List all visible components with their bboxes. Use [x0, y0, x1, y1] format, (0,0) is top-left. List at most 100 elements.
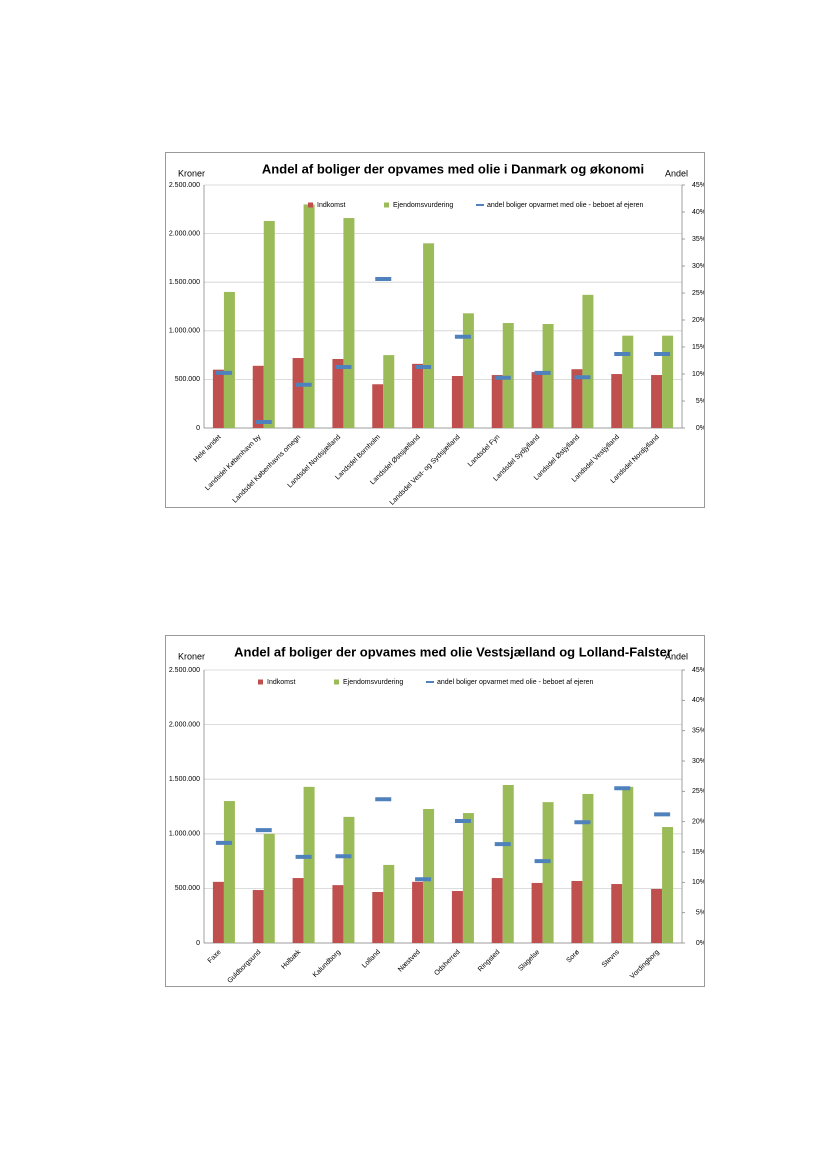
legend-swatch: [334, 679, 339, 685]
x-tick-label: Slagelse: [517, 949, 541, 973]
legend-swatch: [308, 202, 313, 208]
bar: [502, 784, 514, 943]
y2-tick-label: 30%: [692, 263, 705, 270]
x-tick-label: Landsdel Fyn: [467, 434, 502, 469]
bar: [292, 358, 304, 428]
chart: Andel af boliger der opvames med olie Ve…: [165, 635, 705, 987]
y-tick-label: 2.500.000: [169, 182, 200, 189]
y2-tick-label: 35%: [692, 728, 705, 735]
y2-tick-label: 20%: [692, 317, 705, 324]
bar: [372, 384, 384, 428]
bar: [491, 375, 503, 428]
legend-label: Indkomst: [267, 679, 295, 686]
legend-swatch: [258, 679, 263, 685]
x-tick-label: Faxe: [207, 949, 223, 965]
y-tick-label: 1.500.000: [169, 279, 200, 286]
bar: [252, 890, 264, 943]
bar: [502, 323, 514, 428]
bar: [571, 369, 583, 428]
x-tick-label: Odsherred: [433, 949, 461, 977]
y2-tick-label: 0%: [696, 940, 705, 947]
bar: [332, 358, 344, 428]
x-tick-label: Lolland: [361, 949, 382, 970]
y2-tick-label: 35%: [692, 236, 705, 243]
y2-tick-label: 40%: [692, 697, 705, 704]
bar: [383, 355, 395, 428]
y2-tick-label: 30%: [692, 758, 705, 765]
bar: [582, 294, 594, 428]
bar: [451, 891, 463, 943]
x-tick-label: Sorø: [565, 948, 581, 964]
chart: Andel af boliger der opvames med olie i …: [165, 152, 705, 508]
y2-tick-label: 25%: [692, 290, 705, 297]
bar: [412, 881, 424, 943]
legend-label: andel boliger opvarmet med olie - beboet…: [437, 679, 594, 686]
chart-title: Andel af boliger der opvames med olie i …: [262, 161, 644, 176]
bar: [651, 888, 663, 943]
x-tick-label: Holbæk: [280, 948, 302, 970]
bar: [611, 884, 623, 943]
bar: [263, 220, 275, 428]
y-tick-label: 1.000.000: [169, 328, 200, 335]
y-tick-label: 0: [196, 940, 200, 947]
y2-tick-label: 10%: [692, 879, 705, 886]
x-tick-label: Guldborgsund: [226, 949, 262, 985]
x-tick-label: Næstved: [397, 949, 422, 974]
legend-label: Ejendomsvurdering: [393, 202, 453, 209]
y-tick-label: 500.000: [175, 376, 200, 383]
y-axis-label: Kroner: [178, 651, 205, 661]
y-tick-label: 0: [196, 425, 200, 432]
bar: [622, 335, 634, 428]
y-axis-label: Kroner: [178, 168, 205, 178]
bar: [662, 827, 674, 943]
bar: [372, 892, 384, 943]
bar: [383, 864, 395, 943]
bar: [462, 313, 474, 428]
bar: [651, 375, 663, 428]
bar: [531, 882, 543, 943]
y-tick-label: 2.000.000: [169, 230, 200, 237]
y2-tick-label: 40%: [692, 209, 705, 216]
bar: [212, 369, 224, 428]
x-tick-label: Hele landet: [193, 434, 223, 464]
x-tick-label: Stevns: [601, 948, 621, 968]
bar: [343, 816, 355, 943]
x-tick-label: Vordingborg: [629, 949, 661, 981]
x-tick-label: Landsdel Vest- og Sydsjælland: [389, 434, 462, 507]
bar: [303, 204, 315, 428]
bar: [491, 878, 503, 943]
y-tick-label: 2.500.000: [169, 667, 200, 674]
y2-tick-label: 45%: [692, 667, 705, 674]
y2-tick-label: 5%: [696, 398, 705, 405]
bar: [263, 833, 275, 943]
bar: [611, 374, 623, 428]
bar: [223, 801, 235, 943]
y-tick-label: 1.500.000: [169, 776, 200, 783]
y2-axis-label: Andel: [665, 168, 688, 178]
x-tick-label: Ringsted: [477, 949, 502, 974]
bar: [542, 802, 554, 943]
bar: [423, 809, 435, 943]
bar: [292, 878, 304, 943]
y2-tick-label: 45%: [692, 182, 705, 189]
legend-label: Indkomst: [317, 202, 345, 209]
y2-tick-label: 10%: [692, 371, 705, 378]
x-tick-label: Kalundborg: [312, 949, 342, 979]
legend-swatch: [384, 202, 389, 208]
y-tick-label: 2.000.000: [169, 721, 200, 728]
y2-tick-label: 0%: [696, 425, 705, 432]
bar: [332, 885, 344, 943]
bar: [303, 786, 315, 943]
y2-tick-label: 5%: [696, 910, 705, 917]
y2-tick-label: 20%: [692, 819, 705, 826]
bar: [582, 793, 594, 943]
x-tick-label: Landsdel Københavns omegn: [232, 434, 303, 505]
bar: [223, 291, 235, 428]
legend-label: Ejendomsvurdering: [343, 679, 403, 686]
bar: [622, 786, 634, 943]
bar: [662, 335, 674, 428]
y2-tick-label: 15%: [692, 344, 705, 351]
bar: [462, 813, 474, 943]
y2-axis-label: Andel: [665, 651, 688, 661]
